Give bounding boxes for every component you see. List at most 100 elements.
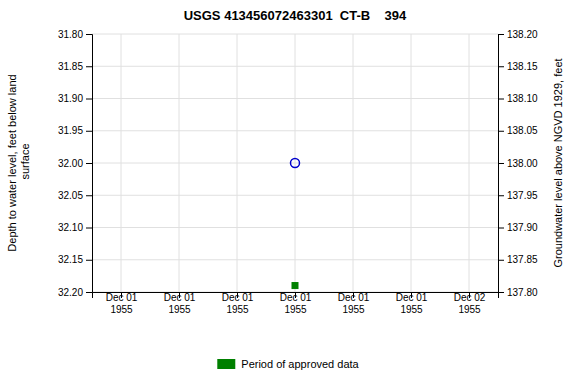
tick-label: 31.95 [58,125,83,136]
tick-label-line: Dec 01 [280,292,312,303]
tick-label: 32.05 [58,190,83,201]
tick-label: Dec 011955 [280,292,312,315]
legend: Period of approved data [217,358,359,370]
tick-mark [86,99,92,100]
series [292,283,298,289]
tick-label: 137.95 [507,190,538,201]
axis-line [86,35,93,293]
tick-label: 138.05 [507,125,538,136]
legend-label: Period of approved data [241,358,359,370]
tick: Dec 011955 [396,292,428,315]
y-axis-label: Depth to water level, feet below land su… [6,74,31,251]
tick: 138.05 [498,125,538,136]
point [292,283,298,289]
tick-label: 137.85 [507,254,538,265]
tick: 137.95 [498,190,538,201]
tick-mark [86,34,92,35]
tick-label: 137.80 [507,287,538,298]
tick-label: 138.10 [507,93,538,104]
tick-label-line: 1955 [342,304,365,315]
title: USGS 413456072463301 CT-B 394 [184,8,407,23]
axis-line [499,35,505,293]
tick-label-line: Dec 01 [396,292,428,303]
tick: Dec 011955 [222,292,254,315]
tick-label-line: 1955 [110,304,133,315]
tick: 138.15 [498,61,538,72]
tick: 138.10 [498,93,538,104]
y-axis-label-line: Depth to water level, feet below land [6,74,18,251]
tick-mark [498,195,504,196]
tick: 137.80 [498,287,538,298]
point [291,159,300,168]
legend-swatch [217,359,235,369]
tick-mark [86,260,92,261]
tick-mark [86,228,92,229]
tick-mark [498,228,504,229]
tick: Dec 011955 [280,292,312,315]
grid-line [353,34,354,292]
grid-line [121,34,122,292]
tick: 138.00 [498,158,538,169]
tick: Dec 011955 [338,292,370,315]
tick-mark [498,34,504,35]
tick-label: Dec 011955 [222,292,254,315]
tick: 138.20 [498,29,538,40]
y-axis: 31.80 31.85 31.90 31.95 32.00 32.05 32.10 32.15… [58,29,93,298]
tick: 31.90 [58,93,92,104]
grid-line [295,34,296,292]
y-axis-label-line: surface [19,143,31,182]
legend-item: Period of approved data [217,358,359,370]
tick: 31.95 [58,125,92,136]
tick-label-line: Dec 02 [454,292,486,303]
tick-label-line: 1955 [458,304,481,315]
tick-label: 138.00 [507,158,538,169]
tick-label-line: 1955 [400,304,423,315]
tick-label: 31.85 [58,61,83,72]
tick-mark [498,163,504,164]
tick-mark [86,195,92,196]
tick: Dec 011955 [164,292,196,315]
tick-label: Dec 011955 [338,292,370,315]
grid-line [411,34,412,292]
y2-axis: 138.20 138.15 138.10 138.05 138.00 137.95 137.… [498,29,538,298]
tick-mark [86,131,92,132]
grid-line [469,34,470,292]
tick-mark [86,292,92,293]
tick: 32.15 [58,254,92,265]
tick-label: 137.90 [507,222,538,233]
tick-label: Dec 011955 [164,292,196,315]
tick: 32.00 [58,158,92,169]
tick-label-line: 1955 [284,304,307,315]
tick-label: 31.90 [58,93,83,104]
tick-label: 32.10 [58,222,83,233]
tick-mark [498,131,504,132]
tick-label-line: 1955 [168,304,191,315]
tick-label: 32.00 [58,158,83,169]
tick-label-line: Dec 01 [338,292,370,303]
tick-label: 138.15 [507,61,538,72]
tick-mark [86,66,92,67]
tick-mark [498,66,504,67]
grid [92,34,498,292]
tick: Dec 021955 [454,292,486,315]
tick-label: Dec 021955 [454,292,486,315]
tick-label-line: Dec 01 [106,292,138,303]
tick: 31.80 [58,29,92,40]
grid-line [237,34,238,292]
tick-label: 31.80 [58,29,83,40]
tick-mark [86,163,92,164]
tick: Dec 011955 [106,292,138,315]
chart: 31.80 31.85 31.90 31.95 32.00 32.05 32.10 32.15… [0,0,576,384]
tick-label: 32.20 [58,287,83,298]
marks [291,159,300,289]
tick: 32.20 [58,287,92,298]
tick-label-line: Dec 01 [164,292,196,303]
tick-mark [498,99,504,100]
tick-label: Dec 011955 [106,292,138,315]
plot: 31.80 31.85 31.90 31.95 32.00 32.05 32.10 32.15… [58,29,538,315]
tick-label: Dec 011955 [396,292,428,315]
grid-line [179,34,180,292]
tick: 31.85 [58,61,92,72]
y2-axis-label: Groundwater level above NGVD 1929, feet [552,58,564,267]
tick: 137.90 [498,222,538,233]
